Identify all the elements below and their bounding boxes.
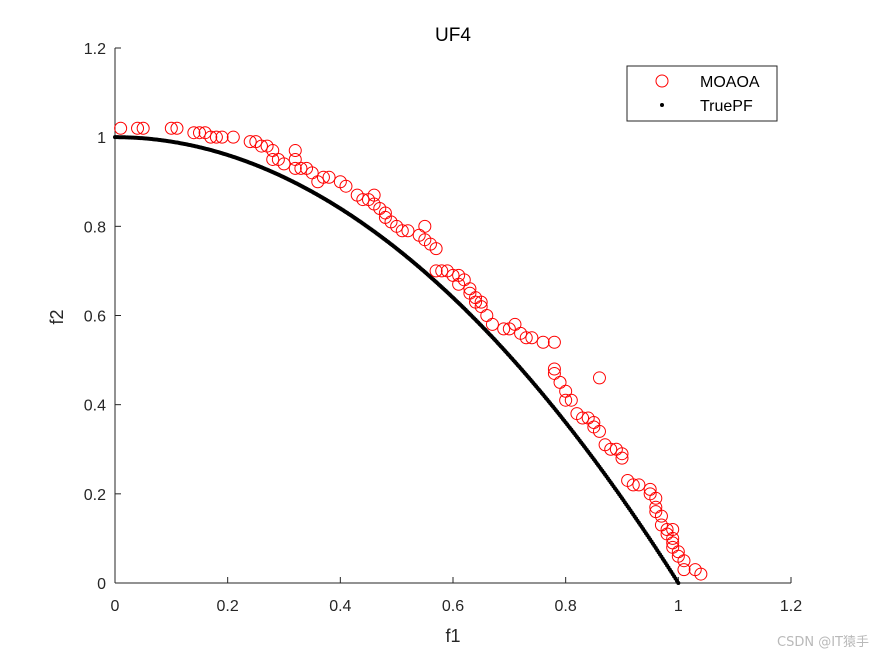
- moaoa-point: [429, 264, 443, 278]
- legend-box: [626, 65, 778, 122]
- moaoa-point: [266, 152, 280, 166]
- moaoa-point: [677, 563, 691, 577]
- x-tick-label: 0.8: [555, 598, 577, 615]
- moaoa-point: [632, 478, 646, 492]
- moaoa-point: [367, 188, 381, 202]
- y-tick-label: 0.4: [84, 398, 106, 415]
- y-axis-label: f2: [47, 309, 67, 324]
- y-tick-label: 1.2: [84, 41, 106, 58]
- plot-area: [115, 48, 791, 583]
- moaoa-point: [294, 161, 308, 175]
- watermark: CSDN @IT猿手: [777, 635, 869, 650]
- moaoa-point: [694, 567, 708, 581]
- plot-background: [115, 48, 791, 583]
- moaoa-point: [564, 393, 578, 407]
- moaoa-point: [243, 135, 257, 149]
- legend: MOAOA TruePF: [626, 65, 778, 122]
- moaoa-point: [519, 331, 533, 345]
- moaoa-point: [193, 126, 206, 140]
- moaoa-point: [322, 170, 336, 184]
- moaoa-point: [339, 179, 353, 193]
- x-axis-label: f1: [445, 626, 460, 646]
- x-tick-label: 0.2: [217, 598, 239, 615]
- moaoa-point: [226, 130, 240, 144]
- moaoa-point: [525, 331, 539, 345]
- moaoa-point: [485, 317, 499, 331]
- moaoa-point: [497, 322, 511, 336]
- legend-label-truepf: TruePF: [700, 98, 753, 115]
- moaoa-point: [114, 121, 128, 135]
- moaoa-point: [615, 451, 629, 465]
- moaoa-point: [204, 130, 218, 144]
- axes: 0 0.2 0.4 0.6 0.8 1 1.2 0 0.2 0.4 0.6 0.8 1 1.2: [84, 41, 802, 615]
- moaoa-point: [559, 393, 573, 407]
- moaoa-point: [677, 554, 691, 568]
- moaoa-point: [626, 478, 640, 492]
- moaoa-point: [164, 121, 178, 135]
- moaoa-point: [592, 371, 606, 385]
- truepf-point: [676, 581, 681, 585]
- moaoa-point: [395, 224, 409, 238]
- moaoa-point: [170, 121, 184, 135]
- moaoa-point: [654, 509, 668, 523]
- legend-marker-moaoa: [655, 74, 669, 88]
- moaoa-point: [209, 130, 223, 144]
- moaoa-point: [547, 335, 561, 349]
- moaoa-point: [131, 121, 145, 135]
- y-tick-label: 1: [97, 130, 106, 147]
- moaoa-point: [536, 335, 550, 349]
- moaoa-point: [576, 411, 590, 425]
- moaoa-point: [592, 424, 606, 438]
- moaoa-point: [288, 144, 302, 158]
- moaoa-point: [666, 531, 680, 545]
- true-pf-series: [113, 135, 681, 585]
- moaoa-point: [316, 170, 330, 184]
- y-tick-label: 0.2: [84, 487, 106, 504]
- moaoa-point: [401, 224, 415, 238]
- chart-title: UF4: [435, 25, 471, 46]
- moaoa-point: [474, 295, 488, 309]
- moaoa-point: [666, 523, 680, 536]
- moaoa-point: [435, 264, 449, 278]
- moaoa-point: [356, 193, 370, 207]
- moaoa-point: [288, 161, 302, 175]
- moaoa-point: [215, 130, 229, 144]
- x-tick-label: 1: [674, 598, 683, 615]
- x-tick-label: 0: [111, 598, 120, 615]
- moaoa-point: [254, 139, 268, 153]
- x-tick-label: 0.4: [329, 598, 351, 615]
- moaoa-point: [604, 442, 618, 456]
- moaoa-series: [114, 121, 708, 581]
- moaoa-point: [136, 121, 150, 135]
- x-tick-label: 1.2: [780, 598, 802, 615]
- legend-label-moaoa: MOAOA: [700, 74, 760, 91]
- moaoa-point: [429, 242, 443, 256]
- moaoa-point: [187, 126, 201, 140]
- moaoa-point: [547, 362, 561, 376]
- x-tick-label: 0.6: [442, 598, 464, 615]
- moaoa-point: [418, 219, 432, 233]
- moaoa-point: [615, 447, 629, 461]
- moaoa-point: [649, 491, 663, 505]
- y-tick-label: 0.6: [84, 309, 106, 326]
- legend-marker-truepf: [660, 103, 664, 107]
- y-tick-label: 0: [97, 576, 106, 593]
- moaoa-point: [277, 157, 291, 171]
- y-tick-label: 0.8: [84, 219, 106, 236]
